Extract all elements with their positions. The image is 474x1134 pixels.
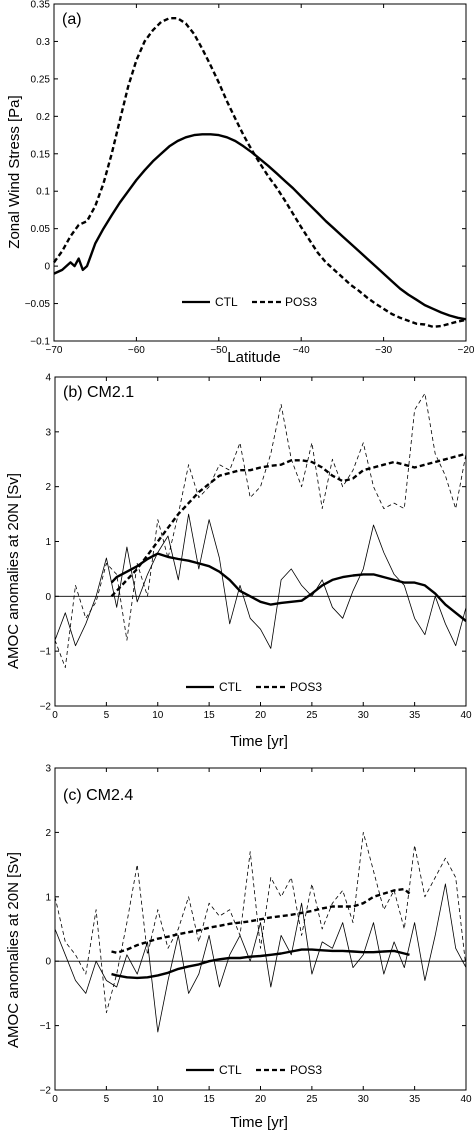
panel-a-y-tick-label: 0.2 [36,112,50,123]
panel-b-x-tick-label: 10 [152,710,164,721]
panel-c-y-tick-label: 1 [45,892,51,903]
panel-c-series-pos3-smoothed [111,887,411,954]
panel-c-x-axis-label: Time [yr] [230,1114,288,1131]
panel-c-x-tick-label: 0 [52,1094,58,1105]
panel-b-y-tick-label: −2 [40,702,52,713]
panel-a-y-tick-label: −0.05 [25,299,51,310]
panel-b-y-tick-label: 2 [45,482,51,493]
panel-b-y-tick-label: 4 [45,373,51,384]
panel-a-y-tick-label: 0.1 [36,187,50,198]
panel-b-series-pos3-smoothed [110,452,467,598]
panel-a-x-tick-label: −70 [46,345,63,356]
panel-c-x-tick-label: 25 [306,1094,318,1105]
panel-a-x-tick-label: −50 [210,345,227,356]
legend-ctl-label: CTL [219,1063,242,1077]
legend-ctl-label: CTL [215,295,238,309]
panel-b-x-tick-label: 5 [104,710,110,721]
panel-c-x-tick-label: 30 [358,1094,370,1105]
panel-a-plot-frame [53,3,467,342]
panel-b-title: (b) CM2.1 [63,384,134,401]
panel-c-x-tick-label: 15 [204,1094,216,1105]
panel-a-legend: CTL POS3 [182,295,317,309]
legend-pos3-label: POS3 [290,1063,322,1077]
panel-b-series-pos3 [54,392,467,668]
panel-c: (c) CM2.4 AMOC anomalies at 20N [Sv] Tim… [5,764,472,1132]
panel-c-x-tick-label: 20 [255,1094,267,1105]
panel-c-series-ctl-smoothed [111,948,410,980]
panel-b-plot-frame [54,376,467,707]
legend-ctl-label: CTL [219,680,242,694]
panel-b-series-ctl-smoothed [110,552,467,622]
panel-b-y-tick-label: 0 [45,592,51,603]
panel-c-series-pos3 [54,832,467,1014]
panel-a-x-tick-label: −20 [458,345,474,356]
panel-a-y-tick-label: 0.3 [36,37,50,48]
panel-c-y-tick-label: 2 [45,828,51,839]
panel-a-x-tick-label: −30 [375,345,392,356]
panel-a: (a) Zonal Wind Stress [Pa] Latitude CTL … [6,0,474,366]
panel-b-legend: CTL POS3 [186,680,322,694]
panel-c-x-tick-label: 10 [152,1094,164,1105]
panel-a-series-pos3 [53,17,467,328]
panel-a-y-axis-label: Zonal Wind Stress [Pa] [6,95,23,248]
panel-a-series-ctl [53,133,467,321]
panel-b-y-tick-label: −1 [40,647,52,658]
panel-b-series-ctl [54,513,467,649]
panel-c-x-tick-label: 35 [409,1094,421,1105]
panel-c-series-ctl [54,883,467,1033]
panel-c-y-tick-label: −2 [40,1086,52,1097]
panel-a-y-tick-label: 0.25 [31,74,51,85]
panel-c-y-axis-label: AMOC anomalies at 20N [Sv] [5,852,22,1048]
panel-c-y-tick-label: 3 [45,764,51,775]
panel-b-x-tick-label: 20 [255,710,267,721]
panel-c-y-tick-label: −1 [40,1021,52,1032]
panel-b-x-tick-label: 15 [204,710,216,721]
panel-b-x-tick-label: 30 [358,710,370,721]
panel-b-y-tick-label: 3 [45,427,51,438]
panel-a-y-tick-label: 0 [44,262,50,273]
panel-b-x-axis-label: Time [yr] [230,733,288,750]
panel-a-title: (a) [62,11,82,28]
panel-c-legend: CTL POS3 [186,1063,322,1077]
panel-a-x-tick-label: −40 [293,345,310,356]
panel-a-y-tick-label: 0.05 [31,224,51,235]
panel-c-y-tick-label: 0 [45,957,51,968]
panel-a-x-axis-label: Latitude [227,349,280,366]
panel-c-title: (c) CM2.4 [63,787,133,804]
panel-b-y-tick-label: 1 [45,537,51,548]
panel-a-y-tick-label: 0.35 [31,0,51,11]
legend-pos3-label: POS3 [285,295,317,309]
panel-c-x-tick-label: 40 [460,1094,472,1105]
legend-pos3-label: POS3 [290,680,322,694]
panel-c-x-tick-label: 5 [104,1094,110,1105]
panel-b-x-tick-label: 0 [52,710,58,721]
panel-b-x-tick-label: 35 [409,710,421,721]
panel-b: (b) CM2.1 AMOC anomalies at 20N [Sv] Tim… [5,373,472,751]
panel-a-y-tick-label: −0.1 [30,337,50,348]
panel-a-x-tick-label: −60 [128,345,145,356]
panel-c-plot-frame [54,767,467,1091]
panel-b-x-tick-label: 40 [460,710,472,721]
panel-b-x-tick-label: 25 [306,710,318,721]
panel-a-y-tick-label: 0.15 [31,149,51,160]
panel-b-y-axis-label: AMOC anomalies at 20N [Sv] [5,473,22,669]
